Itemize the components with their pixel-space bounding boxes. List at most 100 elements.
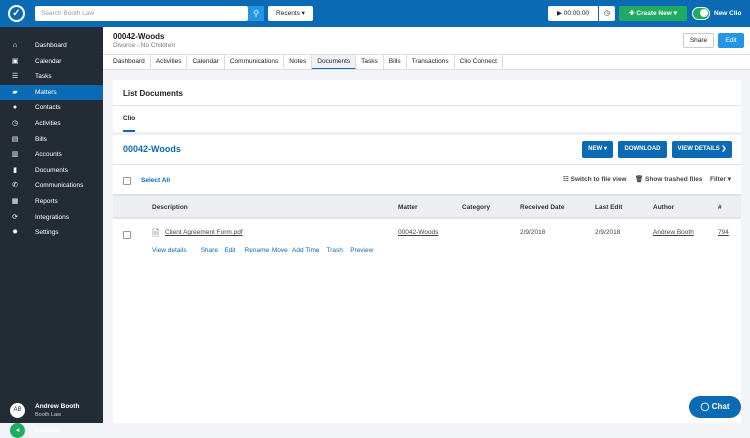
sidebar-item-label: Tasks — [35, 73, 52, 81]
sidebar-item-activities[interactable]: ◷ Activities — [0, 116, 103, 131]
switch-file-view-link[interactable]: ☷ Switch to file view — [563, 176, 627, 183]
sidebar-item-bills[interactable]: ▤ Bills — [0, 132, 103, 147]
new-button[interactable]: NEW ▾ — [582, 141, 613, 158]
document-link[interactable]: Client Agreement Form.pdf — [165, 229, 243, 236]
sidebar-item-dashboard[interactable]: ⌂ Dashboard — [0, 38, 103, 53]
sidebar-item-label: Contacts — [35, 104, 61, 112]
avatar[interactable]: AB — [10, 403, 25, 418]
col-category[interactable]: Category — [462, 204, 491, 211]
action-share[interactable]: Share — [200, 247, 218, 254]
download-button[interactable]: DOWNLOAD — [618, 141, 667, 158]
card-title: List Documents — [123, 89, 184, 98]
sidebar-item-label: Settings — [35, 229, 59, 237]
sidebar-item-communications[interactable]: ✆ Communications — [0, 178, 103, 193]
sidebar: AB Andrew Booth Booth Law ◂ Collapse ⌂ Da… — [0, 27, 103, 438]
folder-title[interactable]: 00042-Woods — [123, 144, 181, 154]
show-trashed-link[interactable]: 🗑 Show trashed files — [635, 176, 703, 183]
timer-button[interactable]: ▶ 00:00:00 — [548, 6, 598, 21]
chat-button[interactable]: ◯ Chat — [689, 396, 741, 418]
new-clio-toggle[interactable] — [692, 7, 710, 20]
top-bar: ✓ Search Booth Law ⚲ Recents ▾ ▶ 00:00:0… — [0, 0, 750, 27]
tab-clio-connect[interactable]: Clio Connect — [455, 55, 503, 69]
sidebar-item-accounts[interactable]: ▥ Accounts — [0, 147, 103, 162]
col-last-edit[interactable]: Last Edit — [595, 204, 623, 211]
last-edit-cell: 2/9/2018 — [595, 229, 621, 236]
share-button[interactable]: Share — [683, 33, 714, 48]
tab-tasks[interactable]: Tasks — [356, 55, 384, 69]
integrations-icon: ⟳ — [12, 213, 18, 221]
received-date-cell: 2/9/2018 — [520, 229, 546, 236]
user-name: Andrew Booth — [35, 403, 80, 410]
sidebar-item-calendar[interactable]: ▣ Calendar — [0, 54, 103, 69]
col-number[interactable]: # — [718, 204, 722, 211]
sidebar-item-contacts[interactable]: ● Contacts — [0, 100, 103, 115]
timer-clock-icon[interactable]: ◷ — [599, 6, 615, 21]
sidebar-item-label: Documents — [35, 166, 68, 174]
tab-transactions[interactable]: Transactions — [407, 55, 455, 69]
action-rename[interactable]: Rename — [244, 247, 270, 254]
col-received-date[interactable]: Received Date — [520, 204, 565, 211]
action-add-time[interactable]: Add Time — [292, 247, 320, 254]
matter-header: 00042-Woods Divorce - No Children Share … — [103, 27, 750, 55]
create-new-button[interactable]: ✚ Create New ▾ — [619, 6, 687, 21]
col-author[interactable]: Author — [653, 204, 675, 211]
search-input[interactable]: Search Booth Law — [35, 6, 248, 21]
tab-communications[interactable]: Communications — [225, 55, 285, 69]
tasks-icon: ☰ — [11, 73, 19, 81]
search-icon: ⚲ — [253, 9, 259, 18]
sidebar-item-label: Communications — [35, 182, 84, 190]
chat-bubble-icon: ◯ — [700, 402, 712, 411]
tab-notes[interactable]: Notes — [284, 55, 313, 69]
tab-clio[interactable]: Clio — [123, 115, 136, 122]
tab-activities[interactable]: Activities — [151, 55, 188, 69]
dashboard-icon: ⌂ — [12, 42, 18, 49]
select-all-link[interactable]: Select All — [141, 177, 171, 184]
sidebar-item-label: Integrations — [35, 213, 69, 221]
search-button[interactable]: ⚲ — [248, 6, 264, 21]
documents-card: List Documents Clio 00042-Woods NEW ▾ DO… — [113, 80, 741, 423]
bills-icon: ▤ — [11, 135, 19, 143]
action-edit[interactable]: Edit — [224, 247, 236, 254]
clio-logo-icon[interactable]: ✓ — [8, 5, 25, 22]
action-move[interactable]: Move — [271, 247, 288, 254]
sidebar-item-label: Calendar — [35, 57, 62, 65]
collapse-icon[interactable]: ◂ — [10, 423, 25, 438]
sidebar-item-label: Accounts — [35, 151, 62, 159]
number-link[interactable]: 794 — [718, 229, 729, 236]
collapse-button[interactable]: Collapse — [35, 427, 61, 434]
recents-dropdown[interactable]: Recents ▾ — [268, 6, 313, 21]
matter-subtitle: Divorce - No Children — [113, 42, 176, 49]
sidebar-item-label: Dashboard — [35, 42, 67, 49]
sidebar-item-integrations[interactable]: ⟳ Integrations — [0, 210, 103, 225]
calendar-icon: ▣ — [11, 57, 19, 65]
accounts-icon: ▥ — [11, 151, 19, 159]
contacts-icon: ● — [12, 104, 18, 112]
sidebar-item-tasks[interactable]: ☰ Tasks — [0, 69, 103, 84]
tab-dashboard[interactable]: Dashboard — [108, 55, 151, 69]
col-matter[interactable]: Matter — [398, 204, 418, 211]
action-preview[interactable]: Preview — [350, 247, 374, 254]
sidebar-item-reports[interactable]: ▦ Reports — [0, 194, 103, 209]
action-trash[interactable]: Trash — [326, 247, 343, 254]
sidebar-item-documents[interactable]: ▮ Documents — [0, 163, 103, 178]
matter-link[interactable]: 00042-Woods — [398, 229, 439, 236]
sidebar-item-settings[interactable]: ✹ Settings — [0, 225, 103, 240]
author-link[interactable]: Andrew Booth — [653, 229, 694, 236]
sidebar-item-label: Matters — [35, 88, 57, 96]
view-details-button[interactable]: VIEW DETAILS ❯ — [672, 141, 732, 158]
chat-label: Chat — [711, 402, 730, 411]
col-description[interactable]: Description — [152, 204, 188, 211]
pdf-file-icon: 🗎 — [152, 228, 160, 238]
tab-calendar[interactable]: Calendar — [187, 55, 225, 69]
table-header — [113, 194, 741, 219]
tab-bills[interactable]: Bills — [384, 55, 407, 69]
edit-button[interactable]: Edit — [718, 33, 744, 48]
tab-documents[interactable]: Documents — [312, 55, 357, 69]
sidebar-item-matters[interactable]: ▰ Matters — [0, 84, 103, 100]
reports-icon: ▦ — [11, 198, 19, 205]
row-checkbox[interactable] — [123, 231, 131, 239]
sidebar-item-label: Activities — [35, 120, 61, 127]
action-view-details[interactable]: View details — [152, 247, 187, 254]
select-all-checkbox[interactable] — [123, 177, 131, 185]
filter-dropdown[interactable]: Filter ▾ — [710, 176, 731, 183]
